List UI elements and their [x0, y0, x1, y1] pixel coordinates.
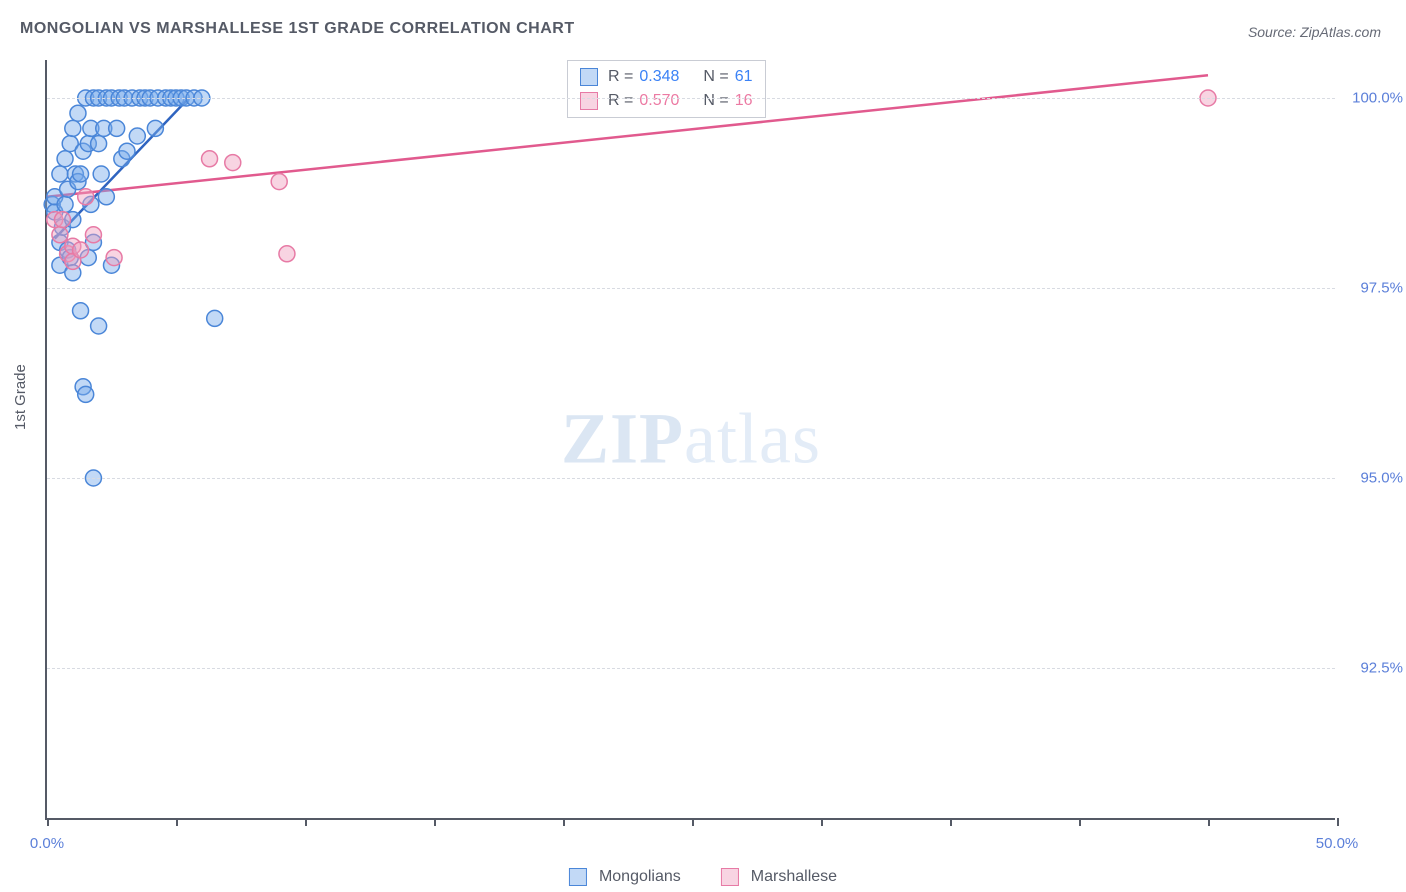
point-mongolians	[91, 318, 107, 334]
point-marshallese	[225, 155, 241, 171]
swatch-marshallese	[721, 868, 739, 886]
x-tick	[1079, 818, 1081, 826]
x-tick	[1337, 818, 1339, 826]
gridline	[47, 98, 1335, 99]
legend-item-b: Marshallese	[721, 868, 837, 886]
point-marshallese	[54, 212, 70, 228]
plot-area: ZIPatlas R = 0.348 N = 61 R = 0.570 N = …	[45, 60, 1335, 820]
point-mongolians	[70, 105, 86, 121]
stats-legend-box: R = 0.348 N = 61 R = 0.570 N = 16	[567, 60, 766, 118]
legend-label-a: Mongolians	[599, 868, 681, 886]
point-marshallese	[52, 227, 68, 243]
x-tick-label: 50.0%	[1316, 835, 1359, 852]
point-mongolians	[78, 386, 94, 402]
gridline	[47, 288, 1335, 289]
legend-item-a: Mongolians	[569, 868, 681, 886]
x-tick	[305, 818, 307, 826]
y-tick-label: 92.5%	[1360, 660, 1403, 677]
swatch-marshallese	[580, 92, 598, 110]
swatch-mongolians	[569, 868, 587, 886]
point-mongolians	[73, 303, 89, 319]
point-mongolians	[119, 143, 135, 159]
point-mongolians	[207, 310, 223, 326]
bottom-legend: Mongolians Marshallese	[569, 868, 837, 886]
y-tick-label: 100.0%	[1352, 90, 1403, 107]
x-tick	[1208, 818, 1210, 826]
point-mongolians	[65, 120, 81, 136]
n-label: N =	[703, 65, 728, 89]
x-tick	[47, 818, 49, 826]
x-tick	[434, 818, 436, 826]
n-label: N =	[703, 89, 728, 113]
point-mongolians	[93, 166, 109, 182]
y-tick-label: 95.0%	[1360, 470, 1403, 487]
legend-label-b: Marshallese	[751, 868, 837, 886]
gridline	[47, 478, 1335, 479]
point-marshallese	[279, 246, 295, 262]
r-label: R =	[608, 65, 633, 89]
point-mongolians	[91, 136, 107, 152]
gridline	[47, 668, 1335, 669]
point-marshallese	[202, 151, 218, 167]
point-marshallese	[106, 250, 122, 266]
r-value-a: 0.348	[639, 65, 679, 89]
point-marshallese	[78, 189, 94, 205]
x-tick	[950, 818, 952, 826]
point-mongolians	[98, 189, 114, 205]
chart-svg	[47, 60, 1335, 818]
point-mongolians	[57, 196, 73, 212]
y-tick-label: 97.5%	[1360, 280, 1403, 297]
chart-title: MONGOLIAN VS MARSHALLESE 1ST GRADE CORRE…	[20, 20, 575, 38]
x-tick-label: 0.0%	[30, 835, 64, 852]
r-value-b: 0.570	[639, 89, 679, 113]
point-mongolians	[129, 128, 145, 144]
point-mongolians	[73, 166, 89, 182]
stats-row-a: R = 0.348 N = 61	[580, 65, 753, 89]
n-value-b: 16	[735, 89, 753, 113]
point-mongolians	[147, 120, 163, 136]
swatch-mongolians	[580, 68, 598, 86]
r-label: R =	[608, 89, 633, 113]
n-value-a: 61	[735, 65, 753, 89]
x-tick	[176, 818, 178, 826]
point-mongolians	[52, 166, 68, 182]
y-axis-title: 1st Grade	[12, 364, 29, 430]
point-mongolians	[109, 120, 125, 136]
point-marshallese	[271, 174, 287, 190]
stats-row-b: R = 0.570 N = 16	[580, 89, 753, 113]
point-mongolians	[57, 151, 73, 167]
source-label: Source: ZipAtlas.com	[1248, 24, 1381, 40]
x-tick	[821, 818, 823, 826]
point-marshallese	[85, 227, 101, 243]
x-tick	[692, 818, 694, 826]
x-tick	[563, 818, 565, 826]
point-marshallese	[73, 242, 89, 258]
